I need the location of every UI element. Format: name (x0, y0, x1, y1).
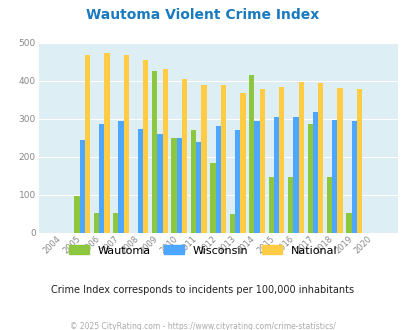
Bar (249, 75, 254, 233)
Bar (201, 85, 206, 233)
Bar (113, 213, 118, 233)
Legend: Wautoma, Wisconsin, National: Wautoma, Wisconsin, National (64, 241, 341, 260)
Text: Crime Index corresponds to incidents per 100,000 inhabitants: Crime Index corresponds to incidents per… (51, 285, 354, 295)
Text: Wautoma Violent Crime Index: Wautoma Violent Crime Index (86, 8, 319, 22)
Bar (215, 126, 220, 233)
Bar (181, 79, 187, 233)
Bar (143, 60, 148, 233)
Bar (279, 87, 284, 233)
Bar (162, 69, 167, 233)
Bar (229, 214, 234, 233)
Bar (312, 112, 317, 233)
Bar (345, 213, 351, 233)
Bar (331, 119, 337, 233)
Bar (85, 55, 90, 233)
Bar (292, 116, 298, 233)
Bar (326, 177, 331, 233)
Bar (124, 55, 129, 233)
Bar (356, 89, 361, 233)
Bar (118, 121, 124, 233)
Bar (259, 89, 264, 233)
Bar (74, 196, 79, 233)
Bar (94, 213, 99, 233)
Bar (196, 142, 201, 233)
Bar (268, 177, 273, 233)
Bar (351, 121, 356, 233)
Bar (138, 129, 143, 233)
Bar (254, 121, 259, 233)
Bar (99, 124, 104, 233)
Bar (273, 117, 279, 233)
Bar (190, 130, 196, 233)
Bar (79, 140, 85, 233)
Bar (152, 71, 157, 233)
Bar (337, 88, 342, 233)
Bar (171, 138, 176, 233)
Bar (176, 138, 181, 233)
Bar (307, 124, 312, 233)
Bar (317, 83, 322, 233)
Bar (157, 134, 162, 233)
Bar (240, 93, 245, 233)
Text: © 2025 CityRating.com - https://www.cityrating.com/crime-statistics/: © 2025 CityRating.com - https://www.city… (70, 322, 335, 330)
Bar (210, 163, 215, 233)
Bar (288, 177, 292, 233)
Bar (220, 85, 226, 233)
Bar (104, 53, 109, 233)
Bar (298, 82, 303, 233)
Bar (234, 130, 240, 233)
